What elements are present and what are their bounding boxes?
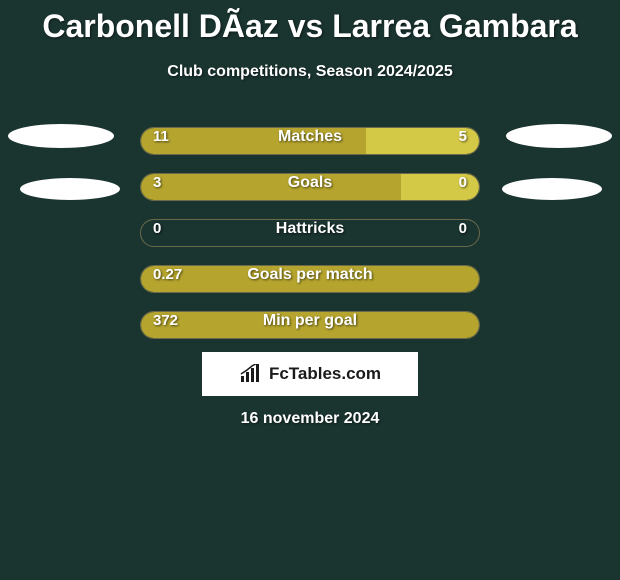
- comparison-title: Carbonell DÃ­az vs Larrea Gambara: [0, 0, 620, 45]
- season-subtitle: Club competitions, Season 2024/2025: [0, 63, 620, 81]
- stat-label: Hattricks: [276, 220, 344, 238]
- snapshot-date: 16 november 2024: [241, 410, 380, 428]
- logo-text: FcTables.com: [269, 364, 381, 384]
- stat-row: Goals per match 0.27: [0, 256, 620, 302]
- stat-label: Goals per match: [247, 266, 372, 284]
- stat-bar-track: Hattricks 0 0: [140, 219, 480, 247]
- stat-value-left: 3: [153, 174, 161, 191]
- stats-chart: Matches 11 5 Goals 3 0 Hattricks 0 0 Goals per ma…: [0, 118, 620, 348]
- stat-label: Min per goal: [263, 312, 357, 330]
- stat-value-left: 372: [153, 312, 178, 329]
- stat-label: Matches: [278, 128, 342, 146]
- stat-value-right: 5: [459, 128, 467, 145]
- stat-bar-right: [401, 174, 479, 200]
- stat-row: Hattricks 0 0: [0, 210, 620, 256]
- stat-row: Min per goal 372: [0, 302, 620, 348]
- stat-bar-track: Goals per match 0.27: [140, 265, 480, 293]
- stat-value-right: 0: [459, 220, 467, 237]
- fctables-logo[interactable]: FcTables.com: [202, 352, 418, 396]
- chart-icon: [239, 364, 263, 384]
- stat-value-left: 0.27: [153, 266, 182, 283]
- stat-value-left: 0: [153, 220, 161, 237]
- stat-row: Goals 3 0: [0, 164, 620, 210]
- stat-bar-left: [141, 174, 401, 200]
- stat-bar-track: Goals 3 0: [140, 173, 480, 201]
- stat-bar-track: Min per goal 372: [140, 311, 480, 339]
- stat-value-right: 0: [459, 174, 467, 191]
- stat-value-left: 11: [153, 128, 169, 145]
- stat-row: Matches 11 5: [0, 118, 620, 164]
- stat-label: Goals: [288, 174, 332, 192]
- stat-bar-track: Matches 11 5: [140, 127, 480, 155]
